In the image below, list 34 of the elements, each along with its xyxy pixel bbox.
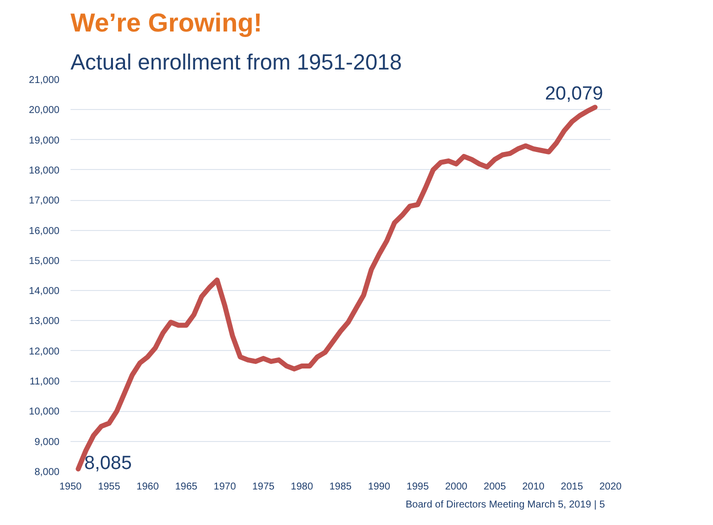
x-tick-label: 1955 (98, 482, 121, 492)
y-tick-label: 12,000 (28, 346, 60, 358)
y-tick-label: 19,000 (28, 135, 60, 146)
x-tick-label: 1970 (214, 482, 236, 492)
y-tick-label: 9,000 (34, 436, 60, 448)
y-tick-label: 21,000 (28, 75, 60, 86)
y-tick-label: 14,000 (28, 286, 60, 298)
y-tick-label: 15,000 (28, 256, 60, 267)
x-tick-label: 2015 (560, 482, 584, 492)
y-tick-label: 16,000 (28, 226, 60, 237)
x-tick-label: 1995 (406, 482, 430, 492)
x-tick-label: 2020 (599, 482, 622, 492)
annotation: 20,079 (544, 83, 604, 104)
x-tick-label: 2005 (484, 482, 506, 492)
x-tick-label: 1950 (59, 482, 82, 492)
annotation: 8,085 (84, 452, 132, 474)
text: Board of Directors Meeting March 5, 2019 | 5 (406, 500, 606, 510)
chart-subtitle: Actual enrollment from 1951-2018 (70, 50, 402, 74)
x-tick-label: 1985 (329, 482, 352, 492)
x-tick-label: 1965 (175, 482, 198, 492)
x-tick-label: 1990 (368, 482, 391, 492)
y-tick-label: 20,000 (28, 105, 60, 116)
y-tick-label: 11,000 (30, 376, 60, 388)
y-tick-label: 17,000 (28, 196, 60, 207)
y-tick-label: 18,000 (28, 165, 60, 176)
y-tick-label: 13,000 (28, 316, 60, 328)
y-tick-label: 10,000 (28, 406, 60, 418)
x-tick-label: 1960 (136, 482, 160, 492)
x-tick-label: 1980 (290, 482, 314, 492)
x-tick-label: 1975 (252, 482, 275, 492)
y-tick-label: 8,000 (34, 467, 60, 478)
x-tick-label: 2010 (522, 482, 545, 492)
chart-title: We’re Growing! (70, 8, 262, 38)
x-tick-label: 2000 (445, 482, 468, 492)
